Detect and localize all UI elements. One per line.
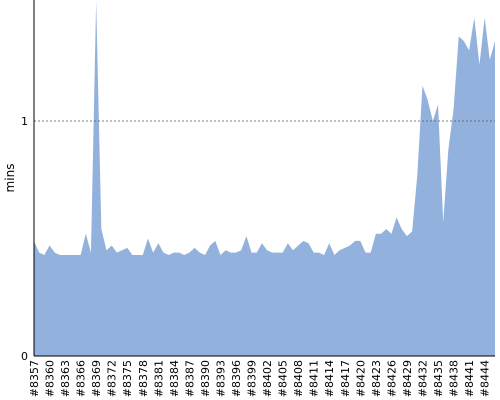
x-tick-label: #8390 <box>199 360 212 397</box>
x-tick-label: #8420 <box>354 360 367 397</box>
x-tick-label: #8378 <box>137 360 150 397</box>
y-tick-label: 1 <box>21 115 28 128</box>
x-tick-label: #8429 <box>401 360 414 397</box>
x-tick-label: #8381 <box>152 360 165 397</box>
x-tick-label: #8399 <box>246 360 259 397</box>
x-tick-label: #8426 <box>385 360 398 397</box>
x-tick-label: #8438 <box>448 360 461 397</box>
area <box>34 1 495 356</box>
x-tick-label: #8357 <box>28 360 41 397</box>
x-tick-label: #8363 <box>59 360 72 397</box>
x-tick-label: #8396 <box>230 360 243 397</box>
x-tick-label: #8405 <box>277 360 290 397</box>
y-axis-label: mins <box>3 164 17 193</box>
x-tick-label: #8417 <box>339 360 352 397</box>
x-tick-label: #8408 <box>292 360 305 397</box>
x-tick-label: #8414 <box>323 360 336 397</box>
y-tick-label: 0 <box>21 350 28 363</box>
x-tick-label: #8369 <box>90 360 103 397</box>
x-tick-label: #8372 <box>106 360 119 397</box>
x-tick-label: #8435 <box>432 360 445 397</box>
x-tick-label: #8375 <box>121 360 134 397</box>
x-tick-label: #8360 <box>44 360 57 397</box>
x-tick-label: #8366 <box>75 360 88 397</box>
x-tick-label: #8384 <box>168 360 181 397</box>
x-tick-label: #8432 <box>416 360 429 397</box>
x-tick-label: #8411 <box>308 360 321 397</box>
x-tick-label: #8423 <box>370 360 383 397</box>
x-tick-label: #8441 <box>463 360 476 397</box>
x-tick-label: #8387 <box>183 360 196 397</box>
x-tick-label: #8444 <box>479 360 492 397</box>
x-tick-label: #8402 <box>261 360 274 397</box>
x-tick-label: #8393 <box>214 360 227 397</box>
